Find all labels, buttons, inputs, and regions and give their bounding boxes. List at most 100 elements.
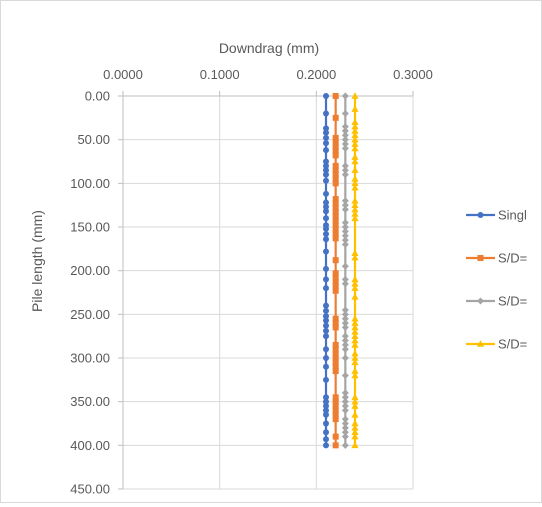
legend-entry-1: Singl	[466, 208, 527, 223]
data-point	[332, 411, 339, 418]
legend-entry-3: S/D=	[466, 294, 527, 309]
data-point	[323, 171, 329, 178]
legend-label: Singl	[498, 208, 527, 223]
data-point	[341, 424, 349, 432]
data-point	[351, 354, 359, 361]
data-point	[351, 197, 359, 204]
data-point	[351, 358, 359, 366]
data-point	[323, 162, 329, 169]
data-point	[332, 180, 339, 187]
data-point	[341, 433, 349, 441]
data-point	[351, 349, 359, 357]
legend-entry-4: S/D=	[466, 337, 527, 352]
data-point	[341, 275, 349, 283]
data-point	[323, 158, 329, 165]
data-point	[332, 204, 339, 211]
data-point	[351, 371, 359, 379]
data-point	[341, 171, 349, 179]
legend-marker	[477, 297, 484, 305]
data-point	[323, 230, 329, 237]
data-point	[341, 131, 349, 139]
data-point	[323, 236, 329, 243]
y-tick-label: 150.00	[70, 220, 110, 235]
legend-label: S/D=	[498, 337, 527, 352]
data-point	[332, 175, 339, 182]
data-point	[323, 376, 329, 383]
data-point	[323, 129, 329, 136]
data-point	[341, 223, 349, 231]
data-point	[351, 144, 359, 152]
data-point	[351, 140, 359, 147]
data-point	[341, 280, 349, 288]
data-point	[323, 177, 329, 184]
data-point	[323, 322, 329, 329]
data-point	[323, 327, 329, 334]
data-point	[351, 131, 359, 139]
data-point	[341, 109, 349, 117]
data-point	[332, 171, 339, 178]
data-point	[341, 306, 349, 314]
data-point	[332, 162, 339, 169]
data-point	[351, 92, 359, 99]
data-point	[323, 203, 329, 210]
x-tick-label: 0.2000	[296, 67, 336, 82]
data-point	[341, 123, 349, 131]
data-point	[332, 398, 339, 405]
data-point	[341, 197, 349, 205]
series-3	[341, 92, 349, 449]
data-point	[351, 336, 359, 344]
y-tick-label: 200.00	[70, 263, 110, 278]
y-tick-label: 100.00	[70, 176, 110, 191]
data-point	[341, 219, 349, 227]
data-point	[351, 441, 359, 449]
data-point	[341, 319, 349, 327]
data-point	[341, 206, 349, 214]
data-point	[351, 214, 359, 222]
data-point	[351, 175, 359, 182]
data-point	[323, 398, 329, 405]
data-point	[351, 118, 359, 125]
data-point	[323, 93, 329, 99]
data-point	[323, 355, 329, 361]
data-point	[341, 441, 349, 449]
data-point	[332, 196, 339, 203]
data-point	[341, 315, 349, 323]
data-point	[323, 110, 329, 117]
data-point	[332, 416, 339, 423]
data-point	[332, 213, 339, 220]
x-tick-label: 0.3000	[393, 67, 433, 82]
data-point	[351, 293, 359, 300]
data-point	[351, 341, 359, 348]
data-point	[351, 179, 359, 187]
data-point	[351, 393, 359, 401]
data-point	[332, 167, 339, 174]
legend-marker	[476, 340, 485, 347]
data-point	[351, 428, 359, 436]
data-point	[332, 209, 339, 216]
data-point	[341, 92, 349, 100]
data-point	[332, 287, 339, 294]
data-point	[341, 262, 349, 270]
data-point	[332, 226, 339, 233]
data-point	[341, 345, 349, 353]
data-point	[323, 208, 329, 215]
data-point	[341, 232, 349, 240]
y-tick-label: 400.00	[70, 438, 110, 453]
data-point	[323, 285, 329, 292]
data-point	[332, 279, 339, 286]
data-point	[351, 249, 359, 256]
series-4	[351, 92, 359, 449]
data-point	[332, 257, 339, 264]
series-2	[332, 93, 339, 449]
data-point	[323, 147, 329, 154]
data-point	[351, 424, 359, 431]
data-point	[351, 153, 359, 160]
data-point	[341, 332, 349, 340]
data-point	[323, 420, 329, 427]
data-point	[351, 284, 359, 291]
data-point	[332, 359, 339, 366]
legend-label: S/D=	[498, 251, 527, 266]
data-point	[351, 205, 359, 213]
data-point	[323, 276, 329, 283]
